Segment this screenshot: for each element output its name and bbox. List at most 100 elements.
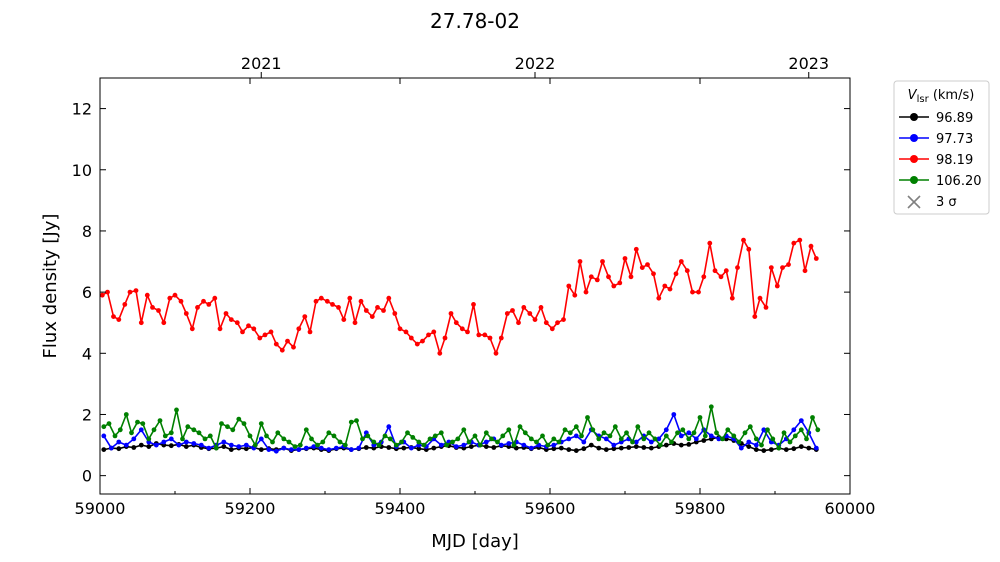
data-point (813, 445, 819, 451)
data-point (498, 442, 504, 448)
data-point (131, 436, 137, 442)
data-point (270, 439, 275, 445)
data-point (352, 320, 358, 326)
x-tick-label: 59200 (225, 499, 276, 518)
data-point (723, 268, 729, 274)
data-point (498, 335, 504, 341)
data-point (583, 289, 589, 295)
x-tick-label: 59600 (525, 499, 576, 518)
data-point (566, 283, 572, 289)
data-point (690, 289, 695, 295)
data-point (476, 332, 482, 338)
data-point (577, 259, 583, 264)
data-point (161, 320, 167, 326)
legend-marker (910, 134, 918, 142)
data-point (787, 439, 793, 445)
data-point (408, 335, 414, 341)
data-point (405, 430, 410, 436)
data-point (596, 445, 602, 451)
data-point (680, 427, 686, 433)
data-point (813, 256, 819, 261)
data-point (174, 407, 179, 413)
data-point (196, 430, 202, 436)
legend-label: 98.19 (936, 153, 973, 168)
data-point (408, 445, 414, 451)
data-point (144, 292, 150, 298)
data-point (309, 436, 314, 442)
data-point (588, 274, 594, 280)
data-point (641, 445, 647, 450)
data-point (438, 442, 444, 448)
data-point (461, 442, 467, 448)
data-point (212, 295, 218, 301)
data-point (122, 302, 128, 307)
data-point (543, 320, 549, 326)
data-point (693, 436, 699, 442)
series-106.20 (101, 404, 821, 451)
y-axis-label: Flux density [Jy] (40, 214, 61, 359)
data-point (131, 445, 137, 450)
data-point (465, 329, 470, 335)
data-point (720, 436, 725, 442)
data-point (444, 442, 449, 448)
data-point (318, 295, 324, 301)
data-point (729, 295, 735, 301)
data-point (696, 289, 701, 295)
data-point (551, 442, 557, 448)
data-point (603, 436, 609, 442)
data-point (468, 444, 474, 449)
data-point (198, 442, 204, 448)
x-tick-label: 60000 (825, 499, 876, 518)
y-tick-label: 0 (82, 467, 92, 486)
data-point (178, 298, 184, 304)
data-point (538, 305, 544, 310)
data-point (611, 283, 617, 289)
data-point (708, 433, 714, 439)
legend-title: Vlsr (km/s) (908, 88, 975, 105)
x-tick-label: 59800 (675, 499, 726, 518)
series-line (101, 239, 818, 355)
data-point (303, 427, 309, 433)
data-point (761, 448, 767, 453)
data-point (251, 326, 257, 332)
data-point (348, 447, 354, 452)
data-point (596, 436, 602, 442)
data-point (633, 246, 639, 252)
data-point (516, 320, 521, 326)
data-point (757, 295, 763, 301)
legend-entry: 96.89 (899, 111, 973, 126)
x-tick-label: 59400 (375, 499, 426, 518)
data-point (671, 412, 677, 417)
data-point (686, 430, 692, 436)
legend-title-sub: lsr (917, 94, 930, 105)
data-point (431, 445, 437, 451)
data-point (354, 418, 359, 423)
data-point (735, 265, 740, 270)
data-point (798, 418, 804, 423)
data-point (183, 311, 189, 316)
legend-entry-sigma: 3 σ (907, 195, 957, 210)
data-point (333, 445, 339, 451)
data-point (495, 439, 500, 445)
data-point (363, 308, 369, 313)
data-point (768, 265, 774, 270)
data-point (573, 424, 579, 430)
data-point (684, 268, 690, 274)
data-point (195, 305, 200, 310)
data-point (342, 442, 348, 448)
data-point (487, 335, 493, 341)
data-point (725, 427, 731, 433)
data-point (257, 335, 263, 341)
data-point (138, 442, 144, 448)
data-point (426, 332, 431, 338)
data-point (189, 326, 195, 332)
data-point (594, 277, 600, 283)
data-point (393, 442, 399, 448)
legend-entry: 98.19 (899, 153, 973, 168)
legend-marker (910, 155, 918, 163)
data-point (116, 439, 122, 445)
data-point (347, 295, 353, 301)
data-point (697, 415, 703, 420)
data-point (532, 317, 538, 322)
data-point (258, 421, 264, 426)
